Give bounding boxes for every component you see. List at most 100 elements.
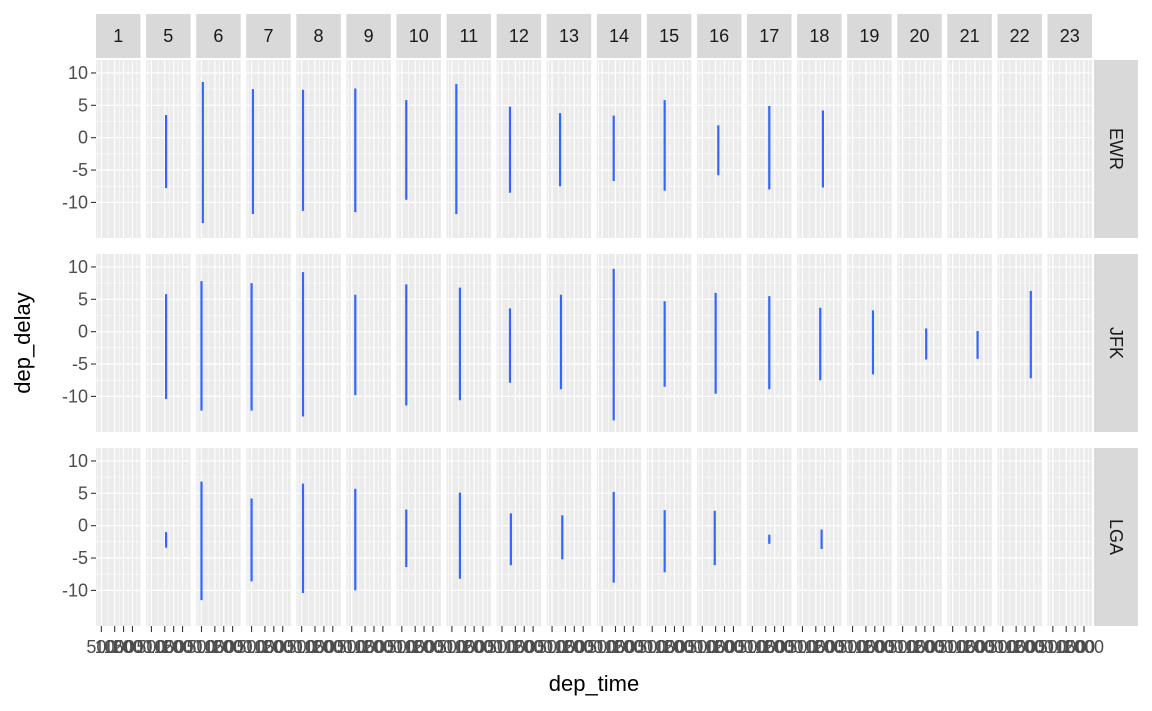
- y-tick-label: 5: [78, 289, 88, 309]
- y-tick-label: 10: [68, 451, 88, 471]
- y-tick-label: 10: [68, 257, 88, 277]
- y-tick-label: 0: [78, 322, 88, 342]
- x-tick-label: 2000: [313, 637, 353, 657]
- column-strip-label: 16: [709, 26, 729, 46]
- y-tick-label: -10: [62, 192, 88, 212]
- x-tick-label: 1500: [454, 637, 494, 657]
- column-strip-label: 5: [163, 26, 173, 46]
- y-tick-label: -5: [72, 160, 88, 180]
- x-tick-label: 1500: [1055, 637, 1095, 657]
- y-tick-label: 5: [78, 483, 88, 503]
- facet-panel: [847, 448, 892, 626]
- facet-panel: [396, 60, 441, 238]
- facet-panel: [847, 254, 892, 432]
- facet-panel: [947, 448, 992, 626]
- x-tick-label: 1500: [354, 637, 394, 657]
- x-tick-label: 500: [337, 637, 367, 657]
- x-tick-label: 1000: [846, 637, 886, 657]
- x-tick-label: 500: [537, 637, 567, 657]
- x-tick-label: 1500: [504, 637, 544, 657]
- facet-panel: [947, 60, 992, 238]
- facet-panel: [396, 254, 441, 432]
- column-strip-bg: [696, 14, 742, 58]
- column-strip-label: 15: [659, 26, 679, 46]
- facet-panel: [596, 448, 642, 626]
- x-tick-label: 1000: [395, 637, 435, 657]
- facet-panel: [596, 254, 642, 432]
- facet-panel: [146, 254, 191, 432]
- x-tick-label: 1500: [304, 637, 344, 657]
- x-tick-label: 2000: [263, 637, 303, 657]
- column-strip-label: 19: [859, 26, 879, 46]
- column-strip-label: 17: [759, 26, 779, 46]
- column-strip-bg: [296, 14, 341, 58]
- column-strip-bg: [446, 14, 492, 58]
- x-tick-label: 1500: [154, 637, 194, 657]
- x-tick-label: 1000: [996, 637, 1036, 657]
- row-strip-bg: [1094, 254, 1138, 432]
- facet-panel: [196, 254, 241, 432]
- x-tick-label: 1500: [254, 637, 294, 657]
- facet-panel: [496, 254, 542, 432]
- x-tick-label: 2000: [213, 637, 253, 657]
- column-strip-bg: [797, 14, 842, 58]
- x-tick-label: 500: [888, 637, 918, 657]
- x-tick-label: 1500: [705, 637, 745, 657]
- column-strip-bg: [396, 14, 441, 58]
- x-tick-label: 1000: [696, 637, 736, 657]
- facet-panel: [446, 254, 492, 432]
- x-tick-label: 500: [237, 637, 267, 657]
- facet-panel: [146, 448, 191, 626]
- x-tick-label: 1500: [905, 637, 945, 657]
- x-tick-label: 500: [186, 637, 216, 657]
- x-tick-label: 1000: [746, 637, 786, 657]
- x-axis: 5001000150020005001000150020005001000150…: [86, 626, 1104, 657]
- column-strip-bg: [897, 14, 942, 58]
- column-strip-label: 13: [559, 26, 579, 46]
- x-tick-label: 1000: [445, 637, 485, 657]
- facet-panel: [997, 448, 1042, 626]
- facet-panel: [346, 254, 391, 432]
- y-tick-label: 0: [78, 516, 88, 536]
- column-strip-label: 14: [609, 26, 629, 46]
- x-tick-label: 1000: [145, 637, 185, 657]
- x-tick-label: 500: [387, 637, 417, 657]
- facet-panel: [446, 448, 492, 626]
- x-tick-label: 500: [136, 637, 166, 657]
- x-tick-label: 2000: [163, 637, 203, 657]
- facet-panel: [696, 254, 742, 432]
- x-tick-label: 500: [487, 637, 517, 657]
- facet-panel: [496, 60, 542, 238]
- x-tick-label: 1500: [104, 637, 144, 657]
- facet-panel: [246, 254, 291, 432]
- row-strip-bg: [1094, 60, 1138, 238]
- column-strips: 1 5 6 7 8 9 10 11 12 13 14 15 16 17 18 19 20 21 22 23: [96, 14, 1092, 58]
- x-tick-label: 500: [938, 637, 968, 657]
- x-tick-label: 1000: [1046, 637, 1086, 657]
- x-tick-label: 2000: [363, 637, 403, 657]
- facet-panel: [196, 448, 241, 626]
- column-strip-bg: [847, 14, 892, 58]
- y-axes: 10 5 0 -5 -10 10 5 0 -5 -10 10 5 0 -5 -10: [62, 63, 96, 600]
- y-tick-label: -10: [62, 386, 88, 406]
- column-strip-label: 23: [1060, 26, 1080, 46]
- facet-panel: [1047, 448, 1092, 626]
- facet-panel: [646, 254, 692, 432]
- facet-panel: [897, 448, 942, 626]
- column-strip-label: 22: [1010, 26, 1030, 46]
- column-strip-label: 18: [809, 26, 829, 46]
- column-strip-label: 7: [263, 26, 273, 46]
- x-tick-label: 1000: [646, 637, 686, 657]
- x-tick-label: 2000: [663, 637, 703, 657]
- row-strip-label: LGA: [1106, 519, 1126, 555]
- column-strip-label: 20: [910, 26, 930, 46]
- x-tick-label: 1500: [554, 637, 594, 657]
- row-strip-bg: [1094, 448, 1138, 626]
- x-tick-label: 1500: [204, 637, 244, 657]
- facet-panel: [246, 448, 291, 626]
- x-tick-label: 500: [587, 637, 617, 657]
- x-tick-label: 500: [287, 637, 317, 657]
- column-strip-label: 12: [509, 26, 529, 46]
- x-tick-label: 2000: [964, 637, 1004, 657]
